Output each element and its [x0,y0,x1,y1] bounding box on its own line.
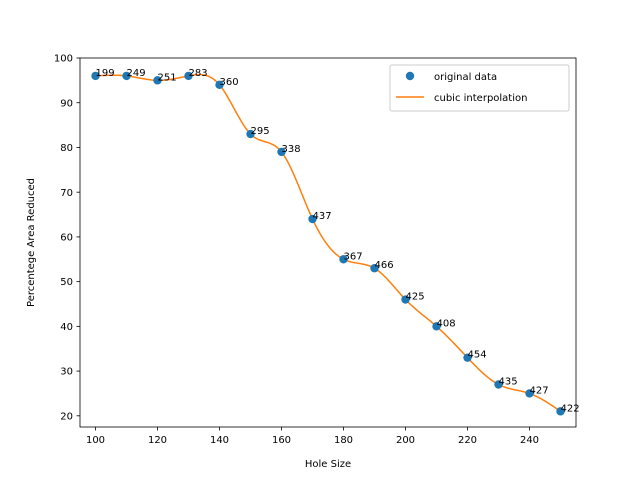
legend-marker-original-data [405,71,415,81]
data-label: 338 [282,144,301,155]
data-point [308,214,317,224]
data-point [463,353,472,362]
data-point [494,380,503,389]
x-tick-label: 220 [458,435,477,446]
data-point [184,71,193,81]
data-label: 454 [468,350,487,361]
data-point [339,255,348,264]
y-tick-label: 80 [60,143,73,154]
data-point [432,322,441,331]
data-point [246,129,255,139]
data-label: 360 [220,77,239,88]
data-label: 437 [313,211,332,222]
data-point [153,76,162,85]
x-tick-label: 200 [396,435,415,446]
data-label: 249 [127,68,146,79]
data-label: 295 [251,126,270,137]
legend-label-cubic-interpolation: cubic interpolation [434,93,527,104]
data-label: 251 [158,72,177,83]
data-label: 435 [499,377,518,388]
legend: original data cubic interpolation [389,64,570,112]
x-tick-label: 240 [520,435,539,446]
plot-area: 199 249 251 283 360 295 338 437 367 466 425 408 454 4… [54,54,580,446]
interpolation-line [95,73,561,412]
data-label: 199 [96,68,115,79]
data-point [525,389,534,398]
data-label: 427 [530,385,549,396]
axes-frame [79,57,577,428]
x-tick-label: 180 [334,435,353,446]
legend-label-original-data: original data [434,72,497,83]
data-label: 422 [561,403,580,414]
y-tick-label: 50 [60,277,73,288]
y-tick-label: 60 [60,233,73,244]
data-point [370,264,379,273]
x-tick-label: 120 [148,435,167,446]
data-label: 283 [189,68,208,79]
data-label: 425 [406,292,425,303]
y-tick-label: 30 [60,367,73,378]
x-tick-label: 160 [272,435,291,446]
y-tick-label: 70 [60,188,73,199]
data-point [401,295,410,304]
data-point [277,147,286,157]
y-axis-label: Percentege Area Reduced [26,178,37,307]
legend-box [389,64,570,112]
y-tick-label: 20 [60,411,73,422]
y-tick-label: 40 [60,322,73,333]
data-label: 408 [437,318,456,329]
y-tick-label: 90 [60,98,73,109]
x-tick-label: 100 [86,435,105,446]
data-point [556,407,565,416]
data-point [122,71,131,81]
data-label: 466 [375,260,394,271]
x-axis-label: Hole Size [305,459,351,470]
y-tick-label: 100 [54,54,73,65]
data-point [215,80,224,90]
data-label: 367 [344,251,363,262]
data-point [91,71,100,81]
x-tick-label: 140 [210,435,229,446]
